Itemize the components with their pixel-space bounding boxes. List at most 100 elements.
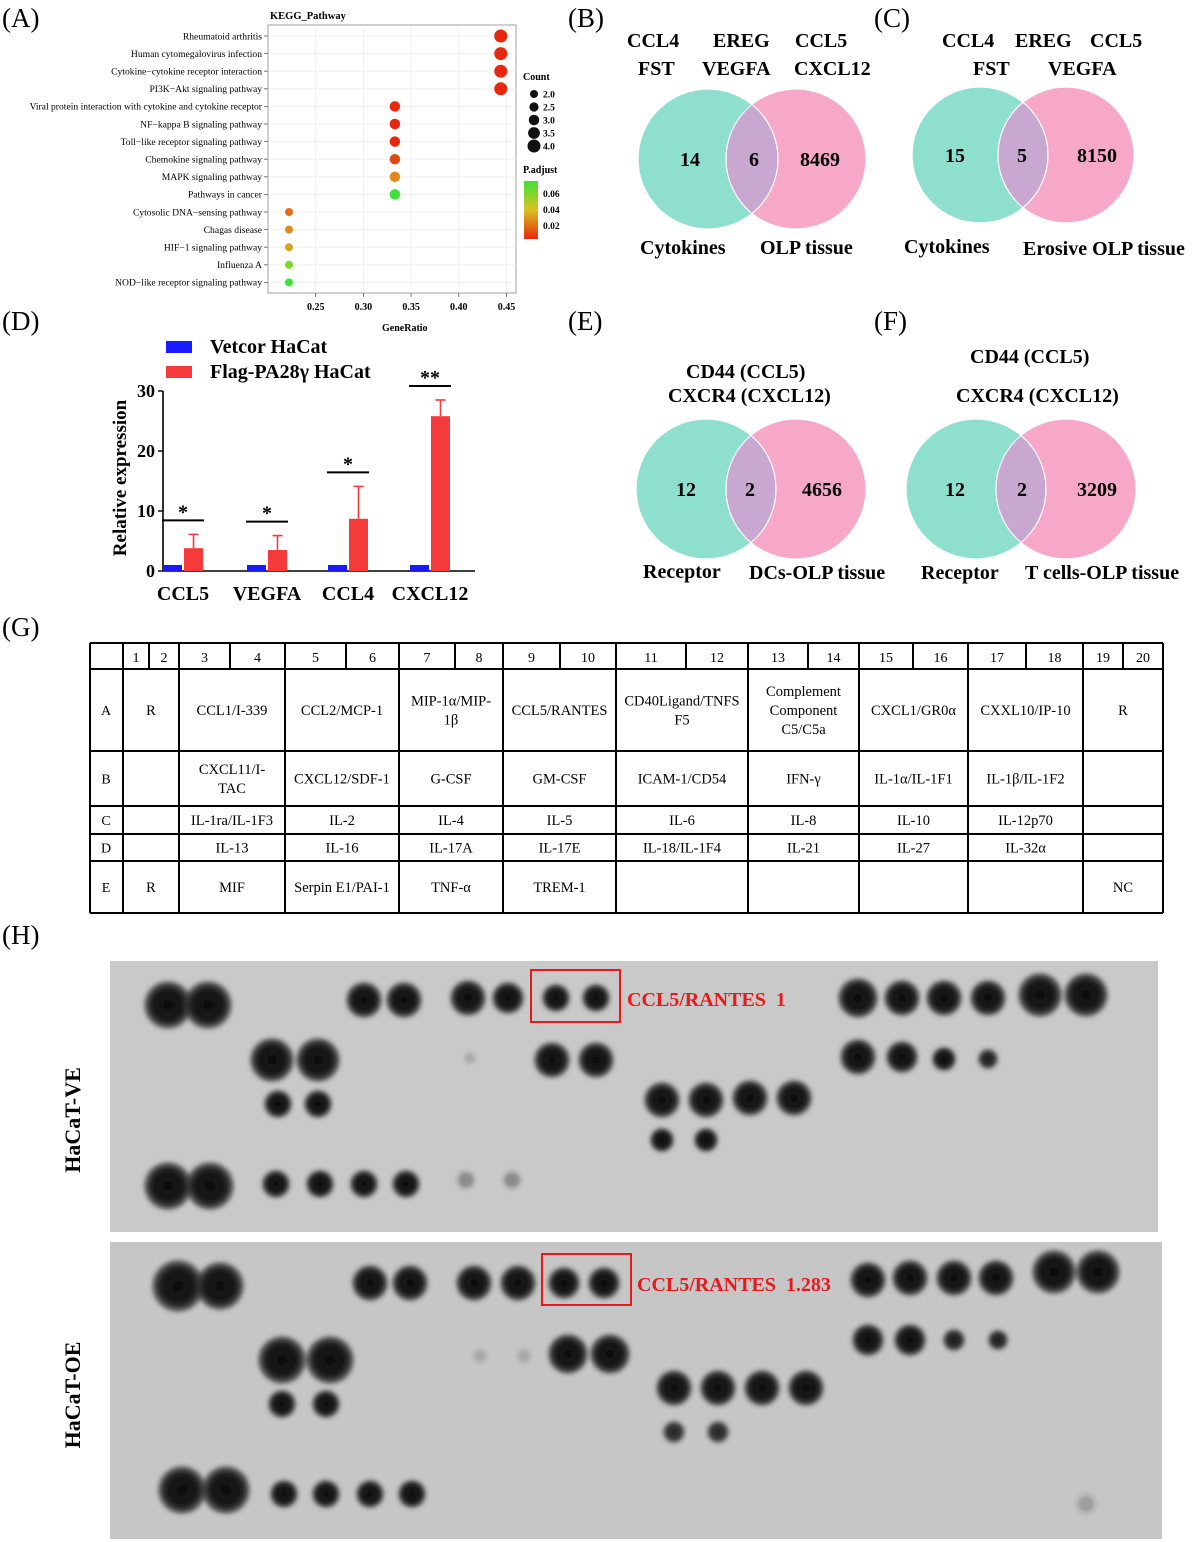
kegg-pathway-label: Cytokine−cytokine receptor interaction	[111, 67, 262, 78]
kegg-dot	[389, 189, 401, 200]
blot-spot	[1076, 1250, 1120, 1294]
count-legend-dot	[527, 139, 541, 153]
venn-right-count: 4656	[802, 479, 842, 501]
bar-ylabel: Relative expression	[110, 399, 131, 556]
venn-overlap	[996, 419, 1046, 559]
panel-label-a: (A)	[2, 3, 39, 33]
blot-spot	[184, 981, 232, 1029]
panel-label-b: (B)	[568, 3, 604, 33]
venn-left-outline	[635, 418, 777, 560]
panel-label-h: (H)	[2, 920, 39, 950]
padj-colorbar	[524, 181, 538, 239]
kegg-pathway-label: Pathways in cancer	[188, 190, 263, 201]
table-cell: G-CSF	[430, 772, 471, 788]
count-legend-label: 3.5	[543, 130, 555, 140]
blot-spot	[392, 1265, 428, 1301]
venn-right-label: DCs-OLP tissue	[749, 562, 885, 584]
venn-gene-label: CCL4	[627, 30, 679, 52]
table-cell: ICAM-1/CD54	[638, 772, 727, 788]
blot-spot	[386, 982, 422, 1018]
legend-swatch-vector	[166, 341, 192, 353]
blot-spot	[932, 1047, 956, 1071]
table-cell: CCL1/I-339	[197, 703, 268, 719]
table-cell: Serpin E1/PAI-1	[294, 880, 390, 896]
oe-annotation: CCL5/RANTES 1.283	[637, 1274, 831, 1296]
venn-gene-label: VEGFA	[1048, 58, 1117, 80]
bar-category-label: CCL5	[157, 583, 209, 605]
blot-spot	[663, 1421, 685, 1443]
kegg-xtick-label: 0.25	[307, 302, 325, 313]
venn-overlap	[998, 87, 1048, 223]
table-cell: IL-4	[438, 813, 465, 829]
blot-spot	[943, 1329, 965, 1351]
kegg-pathway-label: Influenza A	[217, 260, 262, 271]
venn-right-outline	[725, 418, 867, 560]
kegg-pathway-label: Human cytomegalovirus infection	[131, 49, 262, 60]
venn-gene-label: CCL5	[1090, 30, 1142, 52]
bar-vector	[410, 565, 429, 571]
table-col-number: 20	[1136, 651, 1150, 666]
ve-row-label: HaCaT-VE	[60, 1067, 85, 1173]
venn-f: CD44 (CCL5) CXCR4 (CXCL12) 12 2 3209 Receptor…	[905, 346, 1179, 584]
table-cell: IL-21	[787, 841, 820, 857]
venn-left-count: 15	[945, 145, 965, 167]
venn-gene-label: CD44 (CCL5)	[686, 361, 805, 383]
table-cell: IL-8	[791, 813, 817, 829]
kegg-pathway-label: HIF−1 signaling pathway	[164, 243, 262, 254]
blot-spot	[850, 1262, 886, 1298]
venn-right-outline	[997, 86, 1135, 224]
venn-left-count: 12	[945, 479, 965, 501]
table-cell: GM-CSF	[533, 772, 587, 788]
table-col-number: 11	[644, 651, 657, 666]
venn-overlap-count: 5	[1017, 145, 1027, 167]
panel-label-c: (C)	[874, 3, 910, 33]
table-cell: CXCL11/I-	[199, 762, 265, 778]
blot-spot	[268, 1390, 296, 1418]
venn-gene-label: EREG	[713, 30, 770, 52]
blot-spot	[457, 1171, 475, 1189]
kegg-xtick-label: 0.35	[402, 302, 420, 313]
venn-right-outline	[995, 418, 1137, 560]
kegg-pathway-label: Cytosolic DNA−sensing pathway	[133, 207, 262, 218]
table-col-number: 12	[710, 651, 724, 666]
padj-legend-label: 0.02	[543, 222, 560, 232]
blot-spot	[158, 1466, 206, 1514]
table-cell: TNF-α	[431, 880, 471, 896]
blot-spot	[196, 1262, 244, 1310]
venn-gene-label: FST	[638, 58, 675, 80]
blot-spot	[262, 1170, 290, 1198]
table-col-number: 3	[201, 651, 208, 666]
venn-right-count: 3209	[1077, 479, 1117, 501]
blot-spot	[588, 1267, 620, 1299]
table-cell: IL-32α	[1005, 841, 1046, 857]
count-legend-dot	[529, 102, 539, 112]
panel-label-g: (G)	[2, 612, 39, 642]
venn-overlap-count: 6	[749, 149, 759, 171]
table-row-key: A	[101, 704, 112, 719]
blot-spot	[548, 1267, 580, 1299]
venn-right-count: 8150	[1077, 145, 1117, 167]
bar-flag	[268, 550, 287, 571]
table-col-number: 5	[312, 651, 319, 666]
venn-left-label: Cytokines	[640, 237, 726, 259]
blot-spot	[852, 1324, 884, 1356]
bar-ytick-label: 0	[146, 561, 155, 581]
venn-right-outline	[725, 88, 867, 230]
blot-spot	[264, 1090, 292, 1118]
count-legend-label: 4.0	[543, 143, 555, 153]
blot-spot	[456, 1265, 492, 1301]
ve-highlight-box	[530, 969, 621, 1023]
legend-label-flag: Flag-PA28γ HaCat	[210, 361, 371, 383]
blot-spot	[1076, 1494, 1096, 1514]
table-cell: CXXL10/IP-10	[980, 703, 1070, 719]
kegg-dot	[389, 101, 401, 112]
blot-spot	[186, 1162, 234, 1210]
table-cell: MIP-1α/MIP-	[411, 694, 491, 710]
blot-spot	[500, 1265, 536, 1301]
table-col-number: 19	[1096, 651, 1110, 666]
blot-spot	[144, 981, 192, 1029]
kegg-xtick-label: 0.30	[355, 302, 373, 313]
blot-spot	[352, 1265, 388, 1301]
significance-mark: **	[420, 367, 440, 389]
table-cell: TREM-1	[533, 880, 585, 896]
